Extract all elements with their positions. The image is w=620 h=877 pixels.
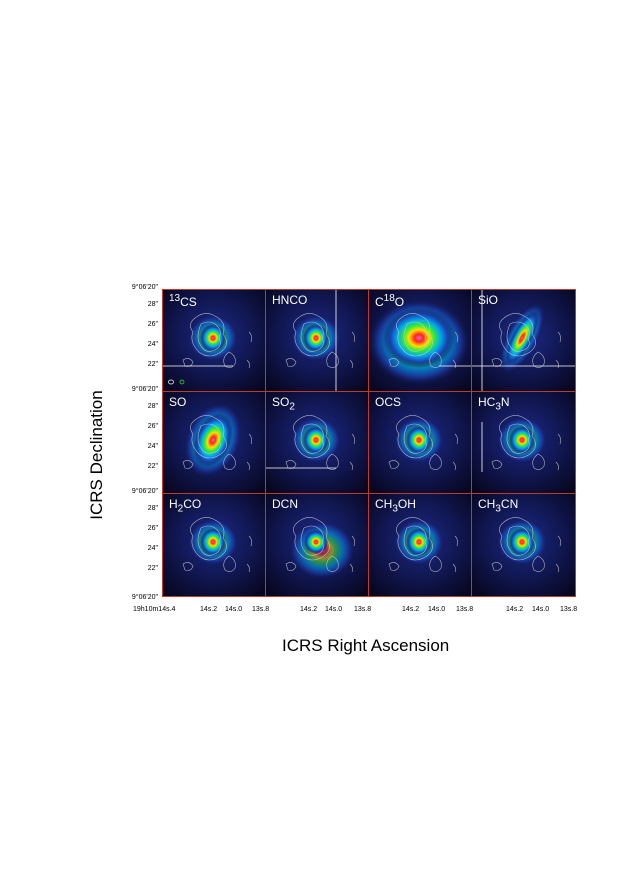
y-axis-title: ICRS Declination [87,390,106,520]
emission-peak [303,426,329,454]
x-tick-label: 13s.8 [354,606,372,613]
y-tick-label: 9°06'20" [131,488,158,495]
y-tick-label: 22" [147,361,158,368]
panel-sio: SiO [471,289,576,393]
x-tick-label: 14s.2 [200,606,218,613]
emission-peak [200,324,226,352]
y-tick-label: 26" [147,321,158,328]
y-tick-label: 9°06'20" [131,284,158,291]
x-tick-label: 13s.8 [456,606,474,613]
panel-ch3cn: CH3CN [471,493,576,597]
panel-so2: SO2 [265,391,370,495]
panel-label: SO [169,395,187,409]
y-tick-label: 28" [147,505,158,512]
panel-so: SO [162,391,267,495]
emission-peak [406,528,432,556]
emission-peak [509,426,535,454]
emission-peak [303,324,329,352]
panel-label: CH3CN [478,497,519,515]
panel-label: OCS [375,395,402,409]
x-tick-label: 14s.2 [300,606,318,613]
panel-hnco: HNCO [265,289,370,393]
x-tick-label: 14s.0 [428,606,446,613]
panel-hc3n: HC3N [471,391,576,495]
emission-peak [406,426,432,454]
panel-dcn: DCN [265,493,370,597]
y-tick-label: 22" [147,565,158,572]
panel-label: SO2 [272,395,295,413]
beam-icon [168,379,174,385]
emission-peak [304,530,328,554]
emission-peak [509,528,535,556]
y-tick-label: 9°06'20" [131,386,158,393]
panel-label: DCN [272,497,298,511]
panel-label: HC3N [478,395,510,413]
panel-ocs: OCS [368,391,473,495]
x-axis-title: ICRS Right Ascension [282,636,450,655]
panel-label: H2CO [169,497,202,515]
panel-c18o: C18O [368,289,473,393]
x-tick-label: 14s.2 [402,606,420,613]
panel-13cs: 13CS [162,289,267,393]
panel-h2co: H2CO [162,493,267,597]
emission-peak [200,528,226,556]
panel-label: HNCO [272,293,308,307]
x-tick-label: 14s.2 [506,606,524,613]
y-tick-label: 9°06'20" [131,594,158,601]
x-tick-label: 14s.0 [225,606,243,613]
panel-label: C18O [375,293,405,309]
emission-peak [383,308,455,368]
y-tick-label: 26" [147,525,158,532]
y-tick-label: 24" [147,443,158,450]
y-tick-label: 24" [147,545,158,552]
x-tick-label: 13s.8 [252,606,270,613]
x-tick-label: 13s.8 [560,606,578,613]
y-tick-label: 28" [147,403,158,410]
emission-peak [193,413,233,467]
panel-label: SiO [478,293,499,307]
y-tick-label: 28" [147,301,158,308]
panel-label: 13CS [169,293,197,309]
beam-icon [179,379,185,385]
panel-label: CH3OH [375,497,416,515]
emission-peak [505,311,539,365]
x-tick-label: 19h10m14s.4 [133,606,176,613]
x-tick-label: 14s.0 [325,606,343,613]
y-tick-label: 22" [147,463,158,470]
x-tick-label: 14s.0 [532,606,550,613]
y-tick-label: 26" [147,423,158,430]
y-tick-label: 24" [147,341,158,348]
panel-ch3oh: CH3OH [368,493,473,597]
